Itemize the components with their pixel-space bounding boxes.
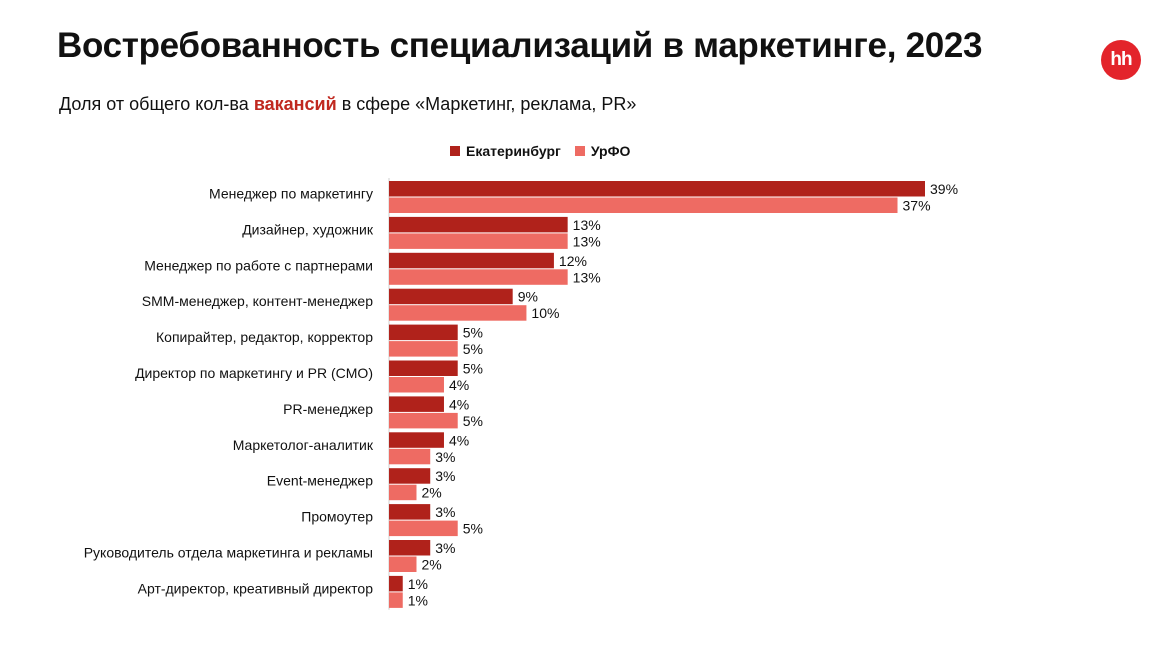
data-label: 1%	[408, 592, 428, 608]
bar-series-2	[389, 305, 527, 321]
legend-item-series-2: УрФО	[574, 143, 631, 159]
subtitle-text-after: в сфере «Маркетинг, реклама, PR»	[336, 94, 637, 114]
data-label: 5%	[463, 325, 483, 341]
category-label: Руководитель отдела маркетинга и рекламы	[84, 545, 373, 561]
subtitle-text-before: Доля от общего кол-ва	[59, 94, 254, 114]
bar-series-2	[389, 377, 444, 393]
data-label: 5%	[463, 341, 483, 357]
legend-label-series-1: Екатеринбург	[466, 143, 561, 159]
data-label: 2%	[421, 557, 441, 573]
data-label: 9%	[518, 289, 538, 305]
data-label: 3%	[435, 540, 455, 556]
bar-series-2	[389, 448, 431, 465]
bar-series-2	[389, 556, 417, 572]
legend-label-series-2: УрФО	[590, 143, 631, 159]
data-label: 5%	[463, 413, 483, 429]
bar-series-2	[389, 341, 458, 357]
data-label: 37%	[903, 198, 931, 214]
chart-legend: Екатеринбург УрФО	[450, 143, 630, 159]
data-label: 4%	[449, 377, 469, 393]
data-label: 12%	[559, 253, 587, 269]
category-label: Маркетолог-аналитик	[233, 437, 374, 453]
category-label: Дизайнер, художник	[242, 221, 374, 237]
bar-series-1	[389, 396, 444, 412]
bar-series-2	[389, 269, 568, 285]
bar-series-1	[389, 216, 568, 233]
data-label: 3%	[435, 468, 455, 484]
data-label: 3%	[435, 449, 455, 465]
data-label: 39%	[930, 181, 958, 197]
data-label: 5%	[463, 521, 483, 537]
bar-series-2	[389, 233, 568, 249]
bar-series-1	[389, 540, 431, 556]
subtitle-highlight: вакансий	[253, 94, 337, 114]
chart-title: Востребованность специализаций в маркети…	[57, 26, 983, 65]
category-label: Промоутер	[301, 509, 373, 525]
bar-series-1	[389, 504, 431, 520]
category-label: Event-менеджер	[267, 473, 373, 489]
legend-swatch-series-1	[450, 146, 460, 156]
bar-series-1	[389, 468, 431, 484]
category-label: PR-менеджер	[283, 401, 373, 417]
data-label: 4%	[449, 432, 469, 448]
bar-series-2	[389, 520, 458, 537]
category-label: Арт-директор, креативный директор	[138, 580, 374, 596]
category-label: Директор по маркетингу и PR (CMO)	[135, 365, 373, 381]
data-label: 1%	[408, 576, 428, 592]
bar-series-2	[389, 484, 417, 501]
bar-series-1	[389, 181, 925, 197]
bar-series-1	[389, 360, 458, 376]
hh-logo: hh	[1101, 40, 1141, 80]
chart-subtitle: Доля от общего кол-ва вакансий в сфере «…	[59, 94, 636, 115]
bar-series-1	[389, 432, 444, 448]
data-label: 13%	[573, 233, 601, 249]
category-label: Менеджер по маркетингу	[209, 186, 373, 202]
data-label: 4%	[449, 396, 469, 412]
data-label: 5%	[463, 361, 483, 377]
data-label: 13%	[573, 217, 601, 233]
legend-item-series-1: Екатеринбург	[450, 143, 561, 159]
data-label: 3%	[435, 504, 455, 520]
bar-series-2	[389, 412, 458, 429]
bar-series-1	[389, 288, 513, 305]
bar-series-1	[389, 324, 458, 341]
data-label: 2%	[421, 485, 441, 501]
data-label: 13%	[573, 269, 601, 285]
data-label: 10%	[531, 305, 559, 321]
bar-series-1	[389, 575, 403, 592]
legend-swatch-series-2	[574, 146, 585, 156]
bar-series-2	[389, 592, 403, 608]
bar-series-1	[389, 252, 554, 269]
bar-series-2	[389, 197, 898, 213]
category-label: Копирайтер, редактор, корректор	[156, 329, 373, 345]
category-label: Менеджер по работе с партнерами	[144, 257, 373, 273]
category-label: SMM-менеджер, контент-менеджер	[142, 293, 373, 309]
